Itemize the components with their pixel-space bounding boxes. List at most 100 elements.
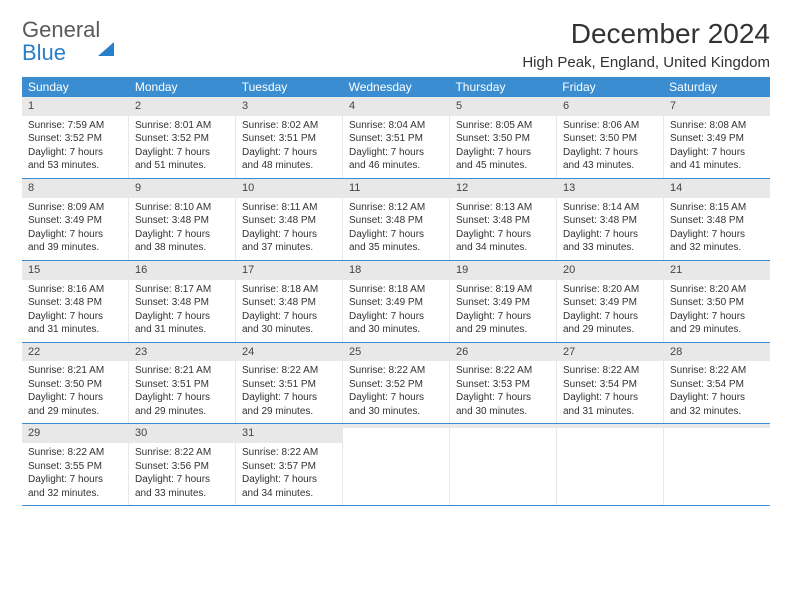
week-row: 1Sunrise: 7:59 AMSunset: 3:52 PMDaylight… xyxy=(22,97,770,179)
sunrise-line: Sunrise: 8:04 AM xyxy=(349,119,443,133)
day-content: Sunrise: 8:20 AMSunset: 3:50 PMDaylight:… xyxy=(664,280,770,342)
sunset-line: Sunset: 3:49 PM xyxy=(670,132,764,146)
day-number: 31 xyxy=(236,424,342,443)
day-content: Sunrise: 8:21 AMSunset: 3:50 PMDaylight:… xyxy=(22,361,128,423)
daylight-line: Daylight: 7 hours and 29 minutes. xyxy=(563,310,657,337)
day-cell: 29Sunrise: 8:22 AMSunset: 3:55 PMDayligh… xyxy=(22,424,129,505)
day-content: Sunrise: 8:13 AMSunset: 3:48 PMDaylight:… xyxy=(450,198,556,260)
daylight-line: Daylight: 7 hours and 29 minutes. xyxy=(242,391,336,418)
daylight-line: Daylight: 7 hours and 30 minutes. xyxy=(242,310,336,337)
day-number: 21 xyxy=(664,261,770,280)
day-content: Sunrise: 8:08 AMSunset: 3:49 PMDaylight:… xyxy=(664,116,770,178)
week-row: 8Sunrise: 8:09 AMSunset: 3:49 PMDaylight… xyxy=(22,179,770,261)
sunset-line: Sunset: 3:49 PM xyxy=(563,296,657,310)
day-content: Sunrise: 8:22 AMSunset: 3:51 PMDaylight:… xyxy=(236,361,342,423)
daylight-line: Daylight: 7 hours and 30 minutes. xyxy=(456,391,550,418)
daylight-line: Daylight: 7 hours and 35 minutes. xyxy=(349,228,443,255)
logo-sail-icon xyxy=(98,17,114,56)
day-content: Sunrise: 8:14 AMSunset: 3:48 PMDaylight:… xyxy=(557,198,663,260)
daylight-line: Daylight: 7 hours and 41 minutes. xyxy=(670,146,764,173)
daylight-line: Daylight: 7 hours and 29 minutes. xyxy=(670,310,764,337)
day-cell: 8Sunrise: 8:09 AMSunset: 3:49 PMDaylight… xyxy=(22,179,129,260)
day-cell: 28Sunrise: 8:22 AMSunset: 3:54 PMDayligh… xyxy=(664,343,770,424)
sunset-line: Sunset: 3:54 PM xyxy=(670,378,764,392)
day-cell: 9Sunrise: 8:10 AMSunset: 3:48 PMDaylight… xyxy=(129,179,236,260)
day-cell: 20Sunrise: 8:20 AMSunset: 3:49 PMDayligh… xyxy=(557,261,664,342)
day-number: 18 xyxy=(343,261,449,280)
sunrise-line: Sunrise: 8:21 AM xyxy=(28,364,122,378)
daylight-line: Daylight: 7 hours and 32 minutes. xyxy=(28,473,122,500)
day-content: Sunrise: 8:02 AMSunset: 3:51 PMDaylight:… xyxy=(236,116,342,178)
sunrise-line: Sunrise: 8:22 AM xyxy=(670,364,764,378)
day-number: 17 xyxy=(236,261,342,280)
sunset-line: Sunset: 3:49 PM xyxy=(456,296,550,310)
day-cell: 7Sunrise: 8:08 AMSunset: 3:49 PMDaylight… xyxy=(664,97,770,178)
logo-line2: Blue xyxy=(22,40,66,65)
day-number: 22 xyxy=(22,343,128,362)
sunset-line: Sunset: 3:55 PM xyxy=(28,460,122,474)
day-number: 4 xyxy=(343,97,449,116)
calendar-page: General Blue December 2024 High Peak, En… xyxy=(0,0,792,516)
sunrise-line: Sunrise: 8:18 AM xyxy=(349,283,443,297)
sunrise-line: Sunrise: 8:06 AM xyxy=(563,119,657,133)
daylight-line: Daylight: 7 hours and 31 minutes. xyxy=(563,391,657,418)
day-content xyxy=(664,428,770,480)
day-number: 23 xyxy=(129,343,235,362)
day-number: 13 xyxy=(557,179,663,198)
sunrise-line: Sunrise: 8:22 AM xyxy=(563,364,657,378)
day-cell: 3Sunrise: 8:02 AMSunset: 3:51 PMDaylight… xyxy=(236,97,343,178)
sunset-line: Sunset: 3:50 PM xyxy=(28,378,122,392)
sunrise-line: Sunrise: 8:22 AM xyxy=(349,364,443,378)
sunset-line: Sunset: 3:51 PM xyxy=(135,378,229,392)
day-content: Sunrise: 8:05 AMSunset: 3:50 PMDaylight:… xyxy=(450,116,556,178)
day-number: 24 xyxy=(236,343,342,362)
day-content: Sunrise: 8:20 AMSunset: 3:49 PMDaylight:… xyxy=(557,280,663,342)
sunrise-line: Sunrise: 8:13 AM xyxy=(456,201,550,215)
sunset-line: Sunset: 3:48 PM xyxy=(135,214,229,228)
header: General Blue December 2024 High Peak, En… xyxy=(22,18,770,71)
day-content: Sunrise: 8:19 AMSunset: 3:49 PMDaylight:… xyxy=(450,280,556,342)
day-cell: 30Sunrise: 8:22 AMSunset: 3:56 PMDayligh… xyxy=(129,424,236,505)
day-cell xyxy=(557,424,664,505)
week-row: 29Sunrise: 8:22 AMSunset: 3:55 PMDayligh… xyxy=(22,424,770,506)
weekday-header: SundayMondayTuesdayWednesdayThursdayFrid… xyxy=(22,77,770,97)
weekday-label: Friday xyxy=(556,77,663,97)
daylight-line: Daylight: 7 hours and 31 minutes. xyxy=(28,310,122,337)
sunset-line: Sunset: 3:51 PM xyxy=(242,378,336,392)
daylight-line: Daylight: 7 hours and 46 minutes. xyxy=(349,146,443,173)
day-number: 20 xyxy=(557,261,663,280)
weekday-label: Sunday xyxy=(22,77,129,97)
daylight-line: Daylight: 7 hours and 39 minutes. xyxy=(28,228,122,255)
daylight-line: Daylight: 7 hours and 30 minutes. xyxy=(349,391,443,418)
sunrise-line: Sunrise: 8:12 AM xyxy=(349,201,443,215)
day-cell: 17Sunrise: 8:18 AMSunset: 3:48 PMDayligh… xyxy=(236,261,343,342)
day-cell: 16Sunrise: 8:17 AMSunset: 3:48 PMDayligh… xyxy=(129,261,236,342)
sunset-line: Sunset: 3:50 PM xyxy=(456,132,550,146)
sunrise-line: Sunrise: 8:11 AM xyxy=(242,201,336,215)
day-number: 28 xyxy=(664,343,770,362)
day-cell: 22Sunrise: 8:21 AMSunset: 3:50 PMDayligh… xyxy=(22,343,129,424)
sunrise-line: Sunrise: 8:05 AM xyxy=(456,119,550,133)
day-content: Sunrise: 8:22 AMSunset: 3:57 PMDaylight:… xyxy=(236,443,342,505)
day-content: Sunrise: 8:21 AMSunset: 3:51 PMDaylight:… xyxy=(129,361,235,423)
day-content: Sunrise: 8:15 AMSunset: 3:48 PMDaylight:… xyxy=(664,198,770,260)
weekday-label: Thursday xyxy=(449,77,556,97)
daylight-line: Daylight: 7 hours and 29 minutes. xyxy=(28,391,122,418)
day-content: Sunrise: 8:17 AMSunset: 3:48 PMDaylight:… xyxy=(129,280,235,342)
sunset-line: Sunset: 3:49 PM xyxy=(28,214,122,228)
sunset-line: Sunset: 3:51 PM xyxy=(242,132,336,146)
sunset-line: Sunset: 3:51 PM xyxy=(349,132,443,146)
day-cell: 21Sunrise: 8:20 AMSunset: 3:50 PMDayligh… xyxy=(664,261,770,342)
day-number: 8 xyxy=(22,179,128,198)
weekday-label: Monday xyxy=(129,77,236,97)
day-cell: 1Sunrise: 7:59 AMSunset: 3:52 PMDaylight… xyxy=(22,97,129,178)
day-number: 7 xyxy=(664,97,770,116)
sunrise-line: Sunrise: 8:20 AM xyxy=(563,283,657,297)
sunset-line: Sunset: 3:48 PM xyxy=(670,214,764,228)
day-number: 10 xyxy=(236,179,342,198)
weekday-label: Saturday xyxy=(663,77,770,97)
day-cell xyxy=(343,424,450,505)
day-content: Sunrise: 8:11 AMSunset: 3:48 PMDaylight:… xyxy=(236,198,342,260)
day-content: Sunrise: 8:22 AMSunset: 3:53 PMDaylight:… xyxy=(450,361,556,423)
sunset-line: Sunset: 3:56 PM xyxy=(135,460,229,474)
